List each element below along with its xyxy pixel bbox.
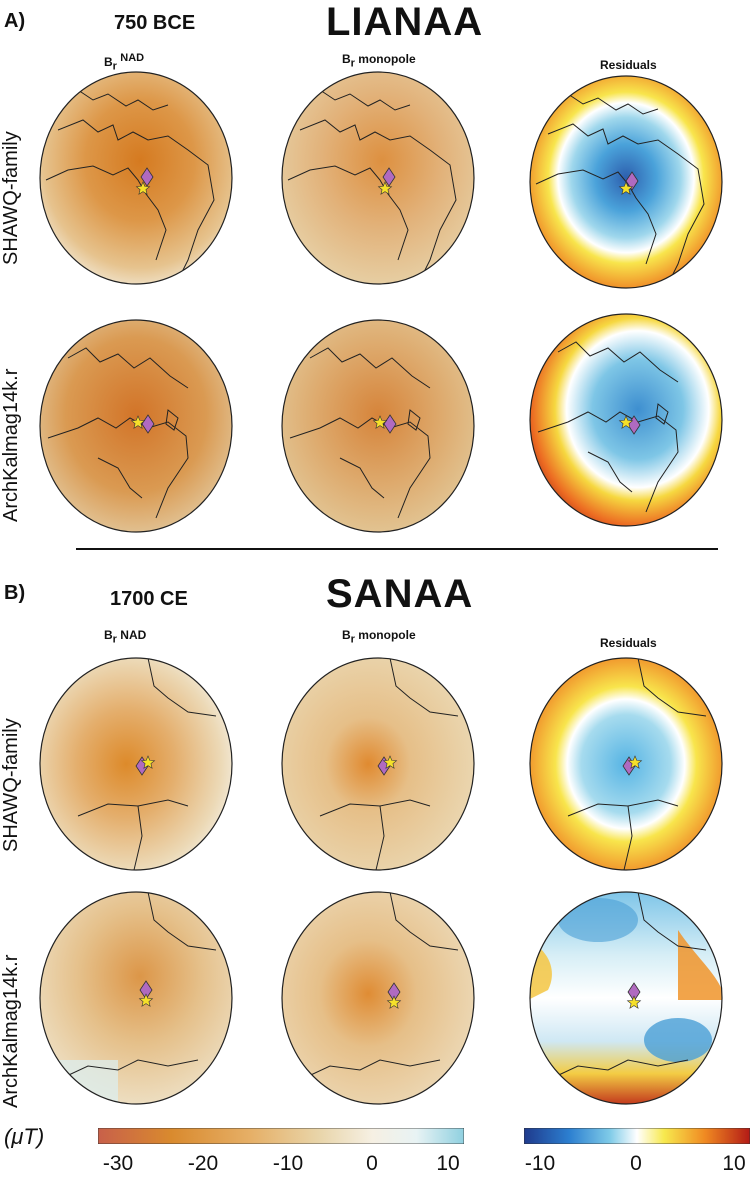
panel-a-col-monopole: Br monopole bbox=[342, 52, 416, 70]
panel-b-row2-label: ArchKalmag14k.r bbox=[0, 954, 22, 1108]
site-star-icon bbox=[130, 415, 146, 429]
globe-b-archkalmag-residuals bbox=[529, 891, 723, 1105]
site-star-icon bbox=[377, 181, 393, 195]
site-star-icon bbox=[135, 181, 151, 195]
site-star-icon bbox=[140, 755, 156, 769]
cbar-right-tick: -10 bbox=[524, 1152, 556, 1175]
colorbar-unit: (μT) bbox=[4, 1124, 45, 1149]
panel-b-row1-label: SHAWQ-family bbox=[0, 718, 22, 852]
cbar-right-tick: 0 bbox=[630, 1152, 642, 1175]
cbar-left-tick: -20 bbox=[187, 1152, 219, 1175]
site-star-icon bbox=[626, 995, 642, 1009]
site-diamond-icon bbox=[140, 167, 154, 187]
site-diamond-icon bbox=[625, 171, 639, 191]
panel-a-col-nad: Br NAD bbox=[104, 52, 145, 73]
panel-a-label: A) bbox=[4, 10, 26, 32]
panel-b-site: SANAA bbox=[326, 572, 474, 616]
globe-b-shawq-monopole bbox=[281, 657, 475, 871]
colorbar-residual bbox=[524, 1128, 750, 1144]
panel-b-col-monopole: Br monopole bbox=[342, 628, 416, 646]
site-diamond-icon bbox=[382, 167, 396, 187]
panel-a-col-residuals: Residuals bbox=[600, 58, 657, 72]
panel-divider bbox=[76, 548, 718, 550]
globe-b-archkalmag-nad bbox=[39, 891, 233, 1105]
site-star-icon bbox=[627, 755, 643, 769]
cbar-left-tick: 10 bbox=[436, 1152, 460, 1175]
site-star-icon bbox=[618, 181, 634, 195]
panel-a-era: 750 BCE bbox=[114, 12, 196, 34]
globe-a-archkalmag-nad bbox=[39, 319, 233, 533]
globe-a-archkalmag-residuals bbox=[529, 313, 723, 527]
site-star-icon bbox=[382, 755, 398, 769]
cbar-left-tick: 0 bbox=[366, 1152, 378, 1175]
globe-b-archkalmag-monopole bbox=[281, 891, 475, 1105]
cbar-right-tick: 10 bbox=[722, 1152, 746, 1175]
colorbar-absolute bbox=[98, 1128, 464, 1144]
panel-b-label: B) bbox=[4, 582, 26, 604]
panel-a-row2-label: ArchKalmag14k.r bbox=[0, 368, 22, 522]
site-star-icon bbox=[386, 995, 402, 1009]
cbar-left-tick: -10 bbox=[272, 1152, 304, 1175]
panel-b-era: 1700 CE bbox=[110, 588, 188, 610]
site-star-icon bbox=[618, 415, 634, 429]
panel-b-col-nad: Br NAD bbox=[104, 628, 147, 646]
site-star-icon bbox=[138, 993, 154, 1007]
globe-b-shawq-residuals bbox=[529, 657, 723, 871]
cbar-left-tick: -30 bbox=[102, 1152, 134, 1175]
panel-a-row1-label: SHAWQ-family bbox=[0, 131, 22, 265]
globe-b-shawq-nad bbox=[39, 657, 233, 871]
globe-a-shawq-residuals bbox=[529, 75, 723, 289]
site-star-icon bbox=[372, 415, 388, 429]
globe-a-shawq-nad bbox=[39, 71, 233, 285]
globe-a-shawq-monopole bbox=[281, 71, 475, 285]
panel-a-site: LIANAA bbox=[326, 0, 484, 44]
panel-b-col-residuals: Residuals bbox=[600, 636, 657, 650]
globe-a-archkalmag-monopole bbox=[281, 319, 475, 533]
